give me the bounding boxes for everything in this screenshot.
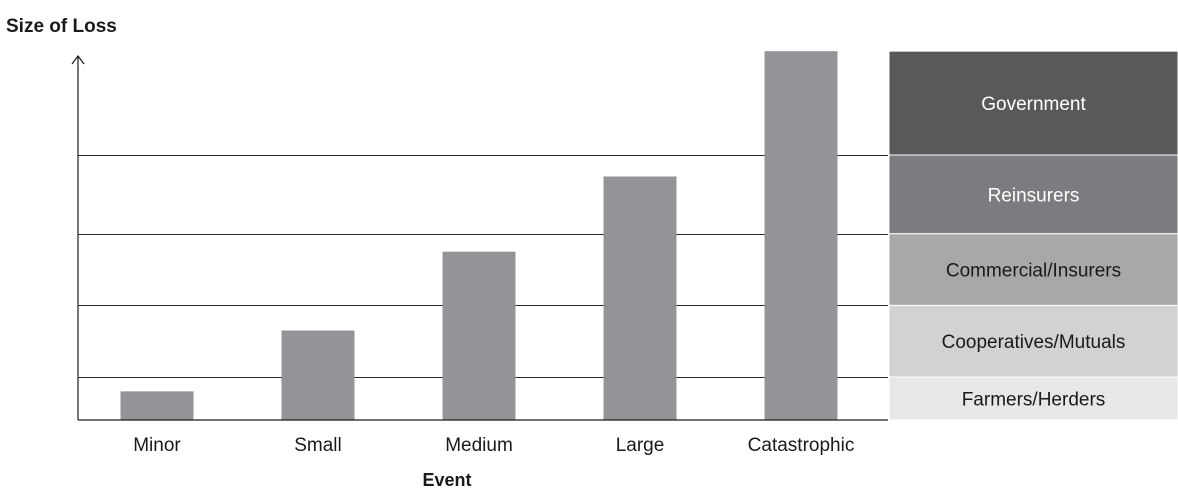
tier-block-farmers-herders — [888, 376, 1178, 421]
category-label-large: Large — [616, 435, 665, 456]
bar-small — [281, 330, 355, 420]
bar-large — [603, 176, 677, 420]
tier-label-reinsurers: Reinsurers — [988, 185, 1080, 206]
risk-tiers: Government Reinsurers Commercial/Insurers C… — [888, 50, 1178, 421]
bar-medium — [442, 251, 516, 420]
axes — [71, 55, 888, 421]
y-axis-label: Size of Loss — [6, 16, 117, 37]
category-label-catastrophic: Catastrophic — [748, 435, 855, 456]
x-axis-label: Event — [422, 470, 472, 490]
tier-label-farmers-herders: Farmers/Herders — [962, 390, 1106, 411]
category-label-minor: Minor — [133, 435, 181, 456]
bar-minor — [120, 391, 194, 420]
tier-label-government: Government — [981, 94, 1086, 115]
category-label-medium: Medium — [445, 435, 513, 456]
tier-label-cooperatives-mutuals: Cooperatives/Mutuals — [942, 332, 1126, 353]
y-axis-arrow-icon — [71, 55, 85, 65]
tier-block-cooperatives-mutuals — [888, 304, 1178, 378]
tier-block-reinsurers — [888, 154, 1178, 235]
category-label-small: Small — [294, 435, 342, 456]
tier-label-commercial-insurers: Commercial/Insurers — [946, 261, 1121, 282]
tier-block-commercial-insurers — [888, 233, 1178, 306]
category-labels: Minor Small Medium Large Catastrophic — [133, 435, 854, 456]
bar-catastrophic — [764, 51, 838, 421]
bars — [120, 51, 838, 421]
